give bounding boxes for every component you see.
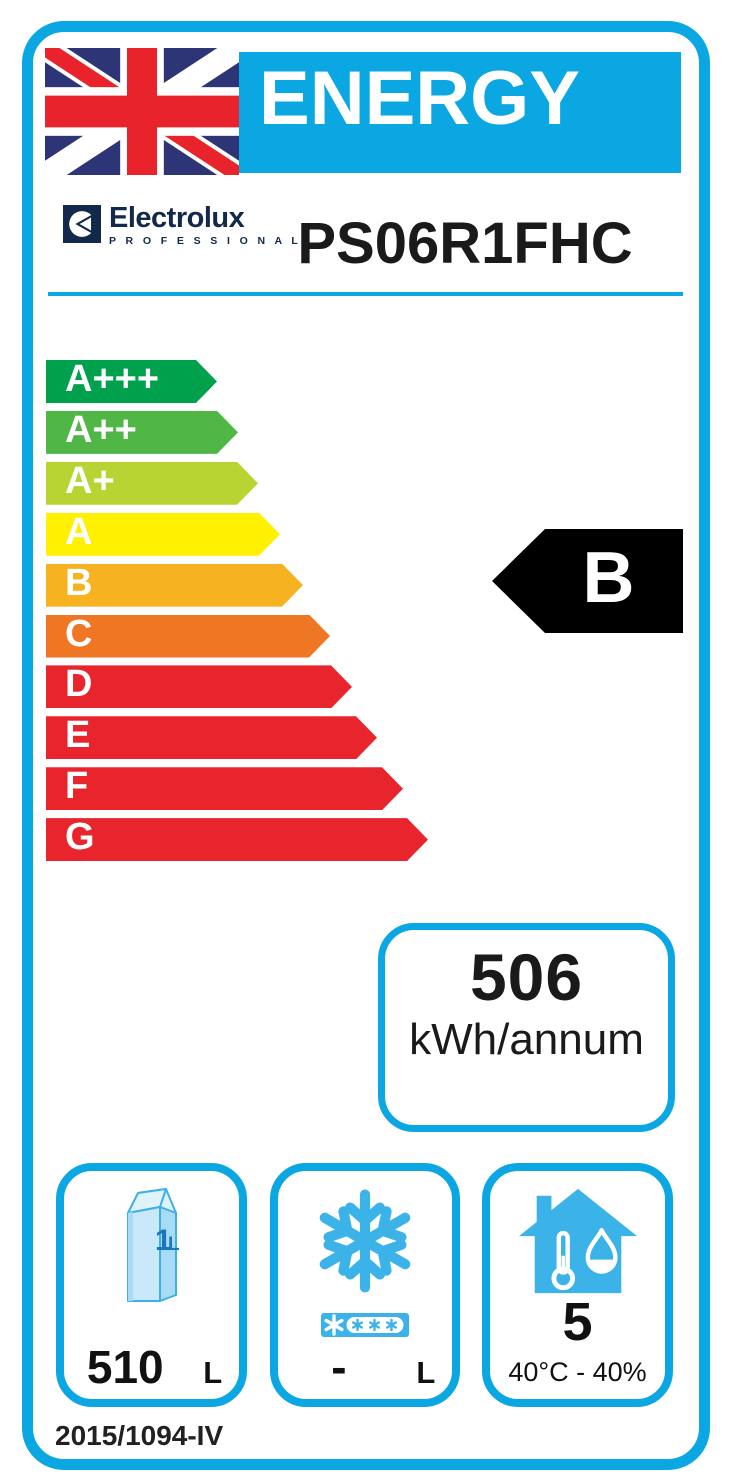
electrolux-logo-icon <box>63 205 101 243</box>
climate-class-box: 5 40°C - 40% <box>482 1163 673 1407</box>
freezer-volume-value: - <box>331 1341 347 1393</box>
brand-subtitle: P R O F E S S I O N A L <box>109 235 302 247</box>
scale-grade-label: D <box>65 663 93 706</box>
scale-arrow-app: A++ <box>46 411 238 454</box>
scale-arrow-g: G <box>46 818 428 861</box>
scale-grade-label: G <box>65 816 95 859</box>
freezer-volume-box: - L <box>270 1163 460 1407</box>
label-border <box>22 21 710 1470</box>
scale-grade-label: B <box>65 561 93 604</box>
freezer-star-rating-icon <box>321 1313 409 1337</box>
scale-grade-label: E <box>65 714 91 757</box>
droplet-icon <box>585 1227 618 1274</box>
house-climate-icon <box>518 1188 637 1294</box>
energy-consumption-box: 506 kWh/annum <box>378 923 675 1132</box>
scale-arrow-f: F <box>46 767 403 810</box>
climate-class-value: 5 <box>562 1292 593 1352</box>
carton-volume-unit: L <box>168 1234 180 1255</box>
union-jack-svg <box>40 36 244 187</box>
scale-arrow-e: E <box>46 716 377 759</box>
brand-logo: Electrolux P R O F E S S I O N A L <box>63 202 302 247</box>
scale-grade-label: A <box>65 510 93 553</box>
rating-grade: B <box>582 538 635 618</box>
scale-grade-label: A+ <box>65 459 115 502</box>
brand-name: Electrolux <box>109 202 245 234</box>
scale-grade-label: A++ <box>65 408 137 451</box>
scale-arrow-appp: A+++ <box>46 360 217 403</box>
header-divider <box>48 292 683 296</box>
energy-consumption-unit: kWh/annum <box>409 1015 644 1064</box>
energy-banner: ENERGY <box>239 52 681 173</box>
freezer-volume-unit: L <box>416 1355 436 1390</box>
union-jack-flag-icon <box>40 36 244 187</box>
scale-arrow-ap: A+ <box>46 462 258 505</box>
regulation-reference: 2015/1094-IV <box>55 1420 224 1451</box>
snowflake-icon <box>319 1189 411 1293</box>
thermometer-icon <box>550 1230 575 1291</box>
scale-grade-label: F <box>65 765 89 808</box>
carton-volume-number: 1 <box>155 1224 172 1257</box>
fridge-volume-value: 510 <box>86 1341 164 1393</box>
energy-banner-title: ENERGY <box>259 56 580 141</box>
scale-arrow-a: A <box>46 513 280 556</box>
scale-arrow-b: B <box>46 564 303 607</box>
milk-carton-icon: 1 L <box>126 1188 180 1302</box>
fridge-volume-box: 1 L 510 L <box>56 1163 247 1407</box>
scale-grade-label: A+++ <box>65 358 160 400</box>
scale-grade-label: C <box>65 612 93 655</box>
scale-arrow-c: C <box>46 615 330 658</box>
scale-arrow-d: D <box>46 665 352 708</box>
efficiency-scale: A+++ A++ A+ A B C D E F G <box>46 360 446 864</box>
climate-class-condition: 40°C - 40% <box>508 1357 647 1387</box>
energy-consumption-value: 506 <box>469 940 584 1014</box>
fridge-volume-unit: L <box>203 1355 223 1390</box>
model-number: PS06R1FHC <box>297 211 633 276</box>
